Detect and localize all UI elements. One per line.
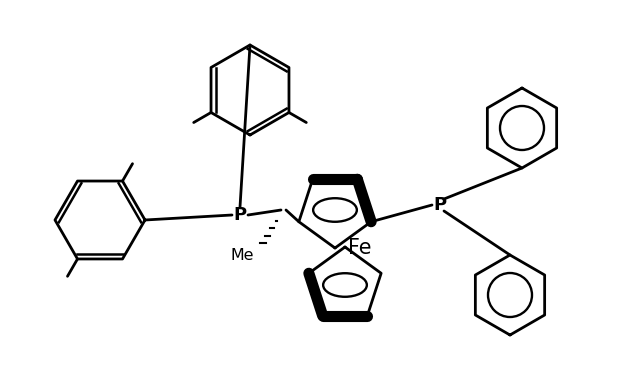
Text: Me: Me bbox=[231, 248, 254, 263]
Text: P: P bbox=[234, 206, 247, 224]
Text: Fe: Fe bbox=[348, 238, 372, 258]
Text: P: P bbox=[434, 196, 447, 214]
